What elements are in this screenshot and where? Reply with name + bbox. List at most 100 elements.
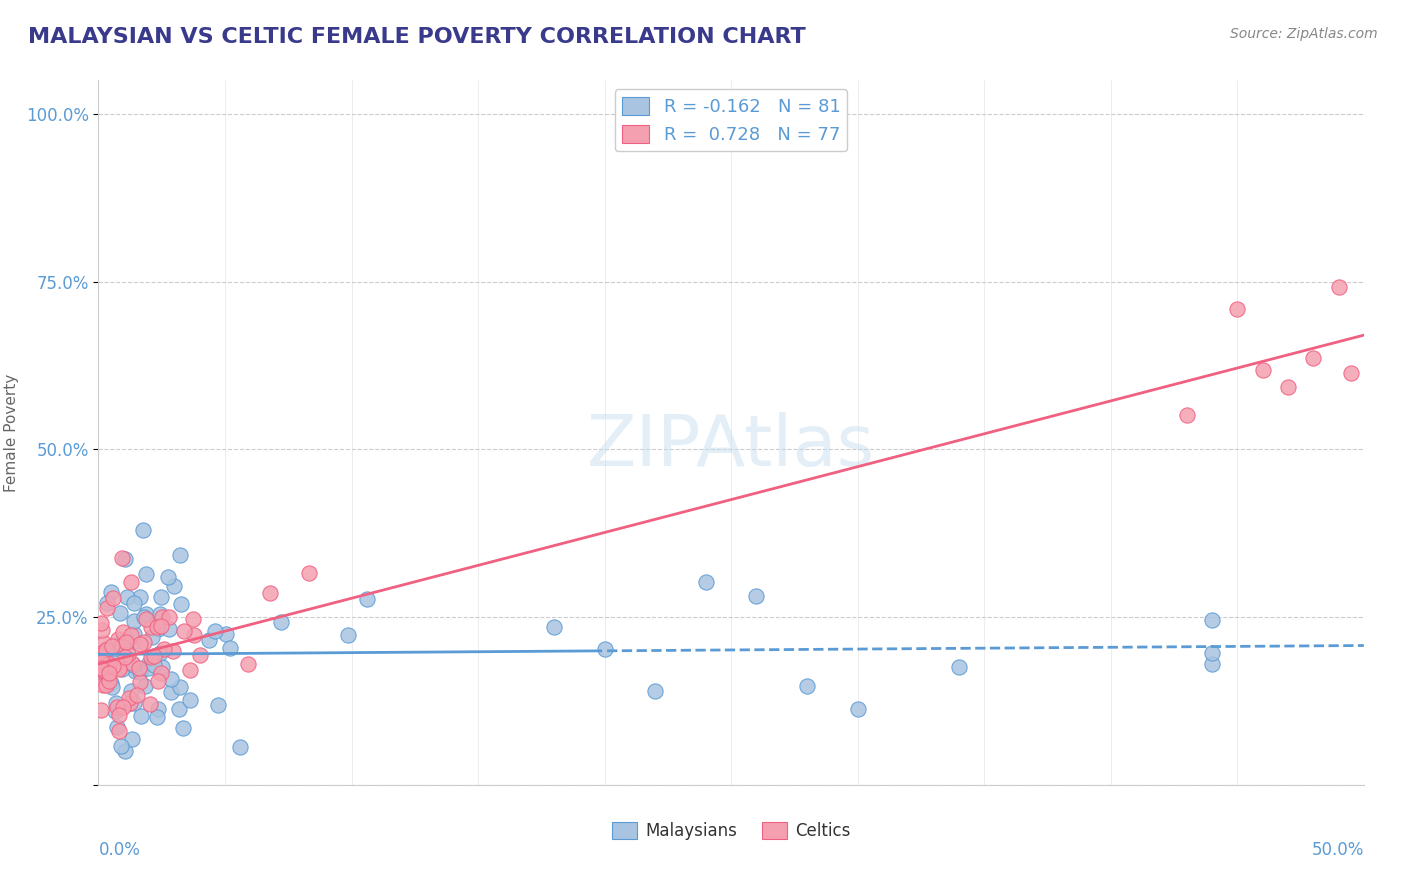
Point bbox=[150, 619, 173, 633]
Point bbox=[108, 607, 131, 621]
Point bbox=[110, 739, 132, 754]
Point bbox=[101, 658, 124, 673]
Point bbox=[108, 708, 131, 723]
Point bbox=[1340, 366, 1362, 380]
Text: 50.0%: 50.0% bbox=[1312, 841, 1364, 859]
Point bbox=[112, 699, 135, 714]
Point bbox=[236, 657, 259, 672]
Point bbox=[91, 663, 114, 677]
Point bbox=[1277, 380, 1299, 394]
Point bbox=[270, 615, 292, 629]
Point bbox=[148, 622, 170, 636]
Point bbox=[149, 647, 172, 661]
Point bbox=[157, 570, 180, 584]
Point bbox=[121, 732, 143, 747]
Point bbox=[170, 597, 193, 611]
Point bbox=[93, 678, 115, 692]
Legend: Malaysians, Celtics: Malaysians, Celtics bbox=[605, 815, 858, 847]
Point bbox=[101, 640, 124, 654]
Point bbox=[122, 696, 145, 710]
Point bbox=[129, 665, 152, 679]
Point bbox=[356, 592, 378, 607]
Point bbox=[129, 591, 152, 605]
Point bbox=[107, 723, 129, 738]
Point bbox=[948, 660, 970, 674]
Point bbox=[162, 644, 184, 658]
Point bbox=[90, 646, 112, 660]
Point bbox=[107, 632, 129, 647]
Point bbox=[115, 635, 138, 649]
Point bbox=[150, 610, 173, 624]
Point bbox=[745, 590, 768, 604]
Point bbox=[146, 673, 169, 688]
Point bbox=[111, 662, 134, 676]
Point bbox=[593, 641, 616, 656]
Point bbox=[105, 696, 128, 710]
Point bbox=[90, 657, 112, 671]
Point bbox=[1251, 363, 1274, 377]
Point bbox=[100, 676, 122, 690]
Point bbox=[219, 641, 242, 656]
Point bbox=[337, 628, 360, 642]
Point bbox=[128, 637, 150, 651]
Point bbox=[131, 709, 153, 723]
Point bbox=[115, 591, 138, 605]
Point bbox=[1302, 351, 1324, 366]
Point bbox=[1175, 408, 1198, 422]
Point bbox=[90, 652, 112, 666]
Point bbox=[132, 635, 155, 649]
Point bbox=[179, 693, 201, 707]
Point bbox=[118, 691, 141, 706]
Point bbox=[181, 612, 204, 626]
Point bbox=[91, 649, 114, 664]
Point bbox=[121, 657, 143, 671]
Point bbox=[136, 660, 159, 674]
Point bbox=[644, 684, 666, 698]
Point bbox=[108, 661, 131, 675]
Point bbox=[101, 680, 124, 694]
Point bbox=[159, 622, 181, 636]
Point bbox=[91, 623, 114, 637]
Point bbox=[96, 642, 118, 657]
Point bbox=[163, 579, 186, 593]
Point bbox=[100, 585, 122, 599]
Point bbox=[120, 684, 142, 698]
Point bbox=[105, 720, 128, 734]
Point bbox=[128, 661, 150, 675]
Text: MALAYSIAN VS CELTIC FEMALE POVERTY CORRELATION CHART: MALAYSIAN VS CELTIC FEMALE POVERTY CORRE… bbox=[28, 27, 806, 46]
Point bbox=[141, 630, 163, 644]
Point bbox=[90, 648, 112, 662]
Point bbox=[141, 650, 163, 665]
Point bbox=[149, 607, 172, 622]
Point bbox=[90, 703, 112, 717]
Point bbox=[114, 552, 136, 566]
Point bbox=[169, 548, 191, 562]
Point bbox=[159, 672, 181, 686]
Point bbox=[146, 620, 169, 634]
Point bbox=[125, 688, 148, 702]
Point bbox=[90, 615, 112, 630]
Point bbox=[104, 704, 127, 718]
Point bbox=[134, 680, 156, 694]
Point bbox=[111, 551, 134, 566]
Point bbox=[108, 662, 131, 676]
Point bbox=[138, 656, 160, 670]
Point bbox=[150, 665, 173, 680]
Point bbox=[110, 636, 132, 650]
Point bbox=[96, 600, 118, 615]
Point bbox=[543, 620, 565, 634]
Point bbox=[135, 612, 157, 626]
Point bbox=[169, 680, 191, 694]
Point bbox=[114, 744, 136, 758]
Point bbox=[143, 648, 166, 663]
Point bbox=[93, 664, 115, 678]
Point bbox=[122, 635, 145, 649]
Point bbox=[132, 609, 155, 624]
Point bbox=[259, 586, 281, 600]
Point bbox=[93, 659, 115, 673]
Point bbox=[93, 636, 115, 650]
Point bbox=[1327, 279, 1350, 293]
Point bbox=[146, 702, 169, 716]
Text: ZIPAtlas: ZIPAtlas bbox=[588, 412, 875, 481]
Point bbox=[157, 610, 180, 624]
